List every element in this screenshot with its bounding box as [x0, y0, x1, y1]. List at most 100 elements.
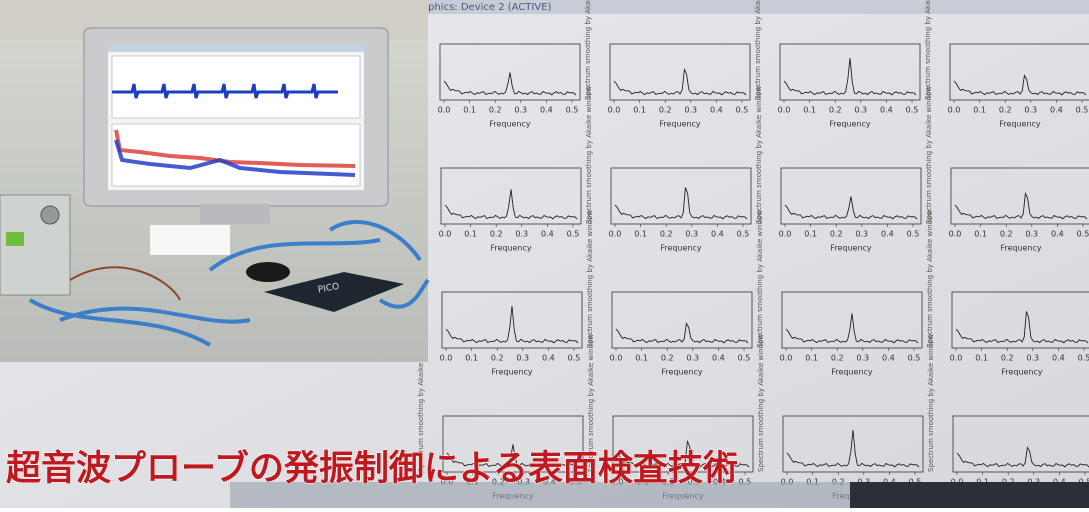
x-axis-label: Frequency [661, 368, 703, 377]
x-tick-label: 0.2 [491, 354, 504, 363]
spectrum-plot: 0.0 0.1 0.2 0.3 0.4 0.5 Frequency Spectrum smoo… [756, 210, 923, 377]
spectrum-plot: 0.0 0.1 0.2 0.3 0.4 0.5 Frequency Spectrum smoo… [585, 86, 752, 253]
x-axis-label: Frequency [490, 244, 532, 253]
x-tick-label: 0.1 [464, 230, 477, 239]
x-tick-label: 0.3 [855, 230, 868, 239]
plot-frame [949, 43, 1089, 101]
y-axis-label: Spectrum smoothing by Akaike window [587, 334, 595, 472]
x-tick-label: 0.4 [711, 230, 724, 239]
y-axis-label: Spectrum smoothing by Akaike window [925, 86, 933, 224]
x-tick-label: 0.4 [541, 230, 554, 239]
spectrum-curve [786, 430, 920, 468]
x-tick-label: 0.1 [803, 106, 816, 115]
spectrum-curve [953, 74, 1087, 96]
x-tick-label: 0.3 [1024, 106, 1037, 115]
x-tick-label: 0.2 [489, 106, 502, 115]
y-axis-label: Spectrum smoothing by Akaike window [926, 210, 934, 348]
x-tick-label: 0.2 [659, 106, 672, 115]
plot-frame [781, 291, 923, 349]
plot-frame [950, 167, 1089, 225]
plot-frame [951, 291, 1089, 349]
spectrum-curve [614, 187, 748, 220]
x-axis-label: Frequency [829, 120, 871, 129]
window-title: R Graphics: Device 2 (ACTIVE) [400, 2, 552, 13]
taskbar-left [230, 482, 850, 508]
plot-frame [780, 167, 922, 225]
spectrum-plot: 0.0 0.1 0.2 0.3 0.4 0.5 Frequency Spectrum smoo… [755, 86, 922, 253]
x-tick-label: 0.0 [438, 106, 451, 115]
spectrum-curve [784, 196, 918, 220]
x-tick-label: 0.3 [516, 354, 529, 363]
x-axis-label: Frequency [1001, 368, 1043, 377]
x-tick-label: 0.5 [907, 230, 920, 239]
plot-frame [441, 291, 583, 349]
y-axis-label: Spectrum smoothing by Akaike window [757, 334, 765, 472]
x-axis-label: Frequency [489, 120, 531, 129]
plot-frame [611, 291, 753, 349]
plot-frame [952, 415, 1089, 473]
x-axis-label: Frequency [1000, 244, 1042, 253]
lab-photo: PICO [0, 0, 430, 362]
plot-frame [440, 167, 582, 225]
x-tick-label: 0.5 [737, 230, 750, 239]
y-axis-label: Spectrum smoothing by Akaike window [756, 210, 764, 348]
x-tick-label: 0.0 [780, 354, 793, 363]
spectrum-plot: 0.0 0.1 0.2 0.3 0.4 0.5 Frequency Spectrum smoo… [584, 0, 751, 129]
plot-frame [609, 43, 751, 101]
caption: 超音波プローブの発振制御による表面検査技術 [6, 448, 738, 489]
x-tick-label: 0.2 [830, 230, 843, 239]
spectrum-curve [446, 444, 580, 468]
spectrum-curve [955, 311, 1089, 344]
plot-frame [442, 415, 584, 473]
taskbar [850, 482, 1089, 508]
x-tick-label: 0.4 [880, 106, 893, 115]
x-tick-label: 0.0 [608, 106, 621, 115]
plot-frame [610, 167, 752, 225]
x-axis-label: Frequency [659, 120, 701, 129]
spectrum-plot: 0.0 0.1 0.2 0.3 0.4 0.5 Frequency Spectrum smoo… [924, 0, 1089, 129]
x-tick-label: 0.1 [974, 230, 987, 239]
spectrum-curve [613, 67, 747, 96]
y-axis-label: Spectrum smoothing by Akaike window [586, 210, 594, 348]
x-tick-label: 0.4 [542, 354, 555, 363]
x-tick-label: 0.5 [736, 106, 749, 115]
y-axis-label: Spectrum smoothing by Akaike window [585, 86, 593, 224]
spectrum-curve [443, 72, 577, 96]
x-tick-label: 0.4 [881, 230, 894, 239]
x-tick-label: 0.2 [999, 106, 1012, 115]
x-tick-label: 0.4 [540, 106, 553, 115]
x-tick-label: 0.1 [465, 354, 478, 363]
x-axis-label: Frequency [491, 368, 533, 377]
x-tick-label: 0.1 [633, 106, 646, 115]
svg-text:PICO: PICO [317, 282, 340, 296]
x-tick-label: 0.4 [712, 354, 725, 363]
x-tick-label: 0.3 [685, 230, 698, 239]
spectrum-curve [615, 322, 749, 344]
x-tick-label: 0.5 [568, 354, 581, 363]
x-tick-label: 0.3 [515, 230, 528, 239]
x-tick-label: 0.2 [831, 354, 844, 363]
x-tick-label: 0.1 [463, 106, 476, 115]
x-tick-label: 0.4 [882, 354, 895, 363]
x-tick-label: 0.0 [950, 354, 963, 363]
x-tick-label: 0.3 [856, 354, 869, 363]
x-axis-label: Frequency [999, 120, 1041, 129]
x-tick-label: 0.3 [514, 106, 527, 115]
x-tick-label: 0.3 [684, 106, 697, 115]
spectrum-curve [785, 313, 919, 344]
x-tick-label: 0.0 [949, 230, 962, 239]
x-tick-label: 0.1 [634, 230, 647, 239]
x-tick-label: 0.5 [1078, 354, 1089, 363]
plot-frame [782, 415, 924, 473]
x-tick-label: 0.5 [1077, 230, 1089, 239]
x-axis-label: Frequency [660, 244, 702, 253]
spectrum-plot: 0.0 0.1 0.2 0.3 0.4 0.5 Frequency Spectrum smoo… [926, 210, 1089, 377]
y-axis-label: Spectrum smoothing by Akaike window [755, 86, 763, 224]
x-axis-label: Frequency [830, 244, 872, 253]
x-tick-label: 0.1 [635, 354, 648, 363]
plot-frame [439, 43, 581, 101]
x-tick-label: 0.0 [948, 106, 961, 115]
y-axis-label: Spectrum smoothing by Akaike window [417, 334, 425, 472]
y-axis-label: Spectrum smoothing by Akaike window [754, 0, 762, 100]
plot-frame [779, 43, 921, 101]
